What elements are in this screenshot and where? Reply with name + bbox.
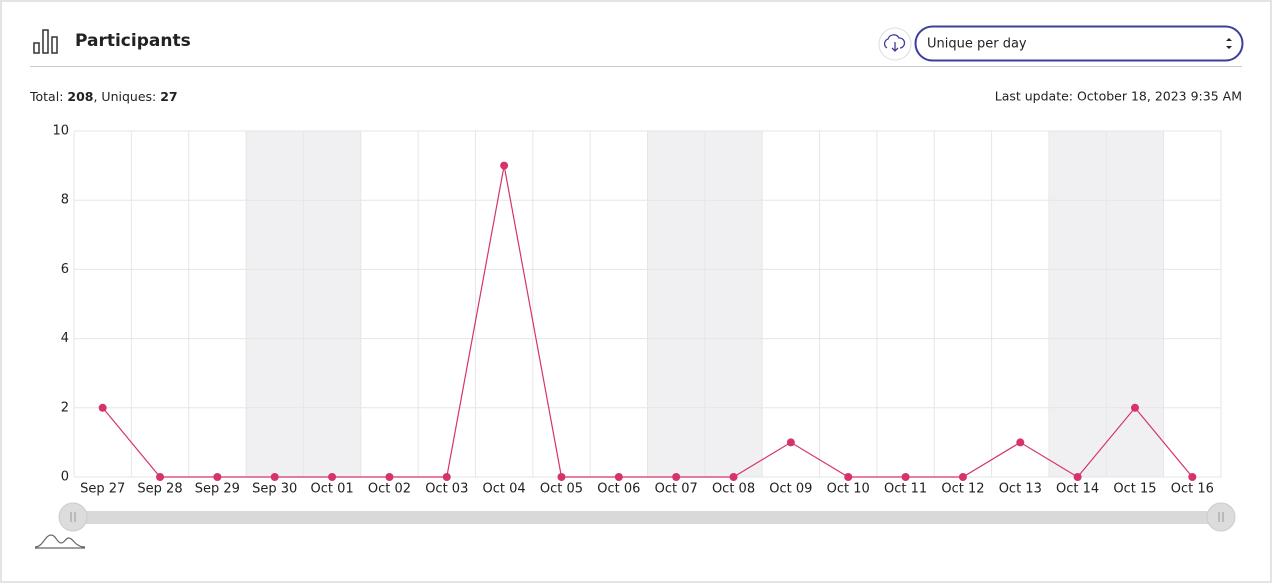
x-tick-label: Sep 30 [252, 482, 297, 497]
y-tick-label: 4 [61, 331, 69, 346]
x-tick-label: Oct 03 [425, 482, 468, 497]
x-tick-label: Oct 14 [1056, 482, 1099, 497]
data-point [328, 473, 337, 481]
total: 208 [67, 89, 93, 104]
data-point [1073, 473, 1082, 481]
x-tick-label: Oct 04 [483, 482, 526, 497]
x-tick-label: Oct 13 [999, 482, 1042, 497]
data-point [672, 473, 681, 481]
x-tick-label: Oct 15 [1113, 482, 1156, 497]
uniques: 27 [160, 89, 177, 104]
x-tick-label: Oct 01 [310, 482, 353, 497]
data-point [729, 473, 738, 481]
select-value: Unique per day [927, 37, 1027, 52]
x-tick-label: Sep 28 [137, 482, 182, 497]
data-point [786, 438, 795, 447]
data-point [614, 473, 623, 481]
data-point [385, 473, 394, 481]
weekend-band [1048, 131, 1107, 477]
data-point [958, 473, 967, 481]
chart-icon [33, 29, 58, 54]
x-tick-label: Oct 02 [368, 482, 411, 497]
x-tick-label: Oct 12 [941, 482, 984, 497]
series-line [102, 165, 1193, 478]
data-point [270, 473, 279, 481]
download-button[interactable] [878, 27, 912, 61]
x-tick-label: Sep 29 [195, 482, 240, 497]
uniques-label: , Uniques: [93, 89, 156, 104]
y-tick-label: 10 [52, 124, 69, 139]
data-point [1016, 438, 1025, 447]
x-tick-label: Oct 07 [655, 482, 698, 497]
data-point [844, 473, 853, 481]
x-tick-label: Oct 09 [769, 482, 812, 497]
data-point [557, 473, 566, 481]
data-point [156, 473, 165, 481]
data-point [901, 473, 910, 481]
select[interactable]: Unique per day [914, 25, 1244, 62]
weekend-band [303, 131, 361, 477]
weekend-band [1106, 131, 1164, 477]
y-tick-label: 6 [61, 262, 69, 277]
range-navigator[interactable] [34, 502, 1236, 549]
data-point [1130, 403, 1139, 412]
x-tick-label: Oct 06 [597, 482, 640, 497]
y-tick-label: 0 [61, 470, 69, 485]
data-point [500, 161, 509, 170]
summary: Total: 208, Uniques: 27 [29, 89, 178, 104]
data-point [442, 473, 451, 481]
data-point [1188, 473, 1197, 481]
weekend-band [704, 131, 763, 477]
x-tick-label: Oct 11 [884, 482, 927, 497]
total-label: Total: [29, 89, 63, 104]
x-tick-label: Oct 05 [540, 482, 583, 497]
data-point [213, 473, 222, 481]
title: Participants [75, 31, 191, 51]
weekend-band [246, 131, 304, 477]
y-tick-label: 8 [61, 193, 69, 208]
plot: 0 2 4 6 8 10 Sep 27 Sep 28 Sep 29 Sep 30 Oct 01 Oct… [52, 124, 1222, 497]
x-tick-label: Sep 27 [80, 482, 125, 497]
x-tick-label: Oct 08 [712, 482, 755, 497]
x-tick-label: Oct 16 [1171, 482, 1214, 497]
last-update: Last update: October 18, 2023 9:35 AM [995, 89, 1242, 104]
data-point [98, 403, 107, 412]
weekend-band [647, 131, 705, 477]
x-tick-label: Oct 10 [827, 482, 870, 497]
y-tick-label: 2 [61, 400, 69, 415]
